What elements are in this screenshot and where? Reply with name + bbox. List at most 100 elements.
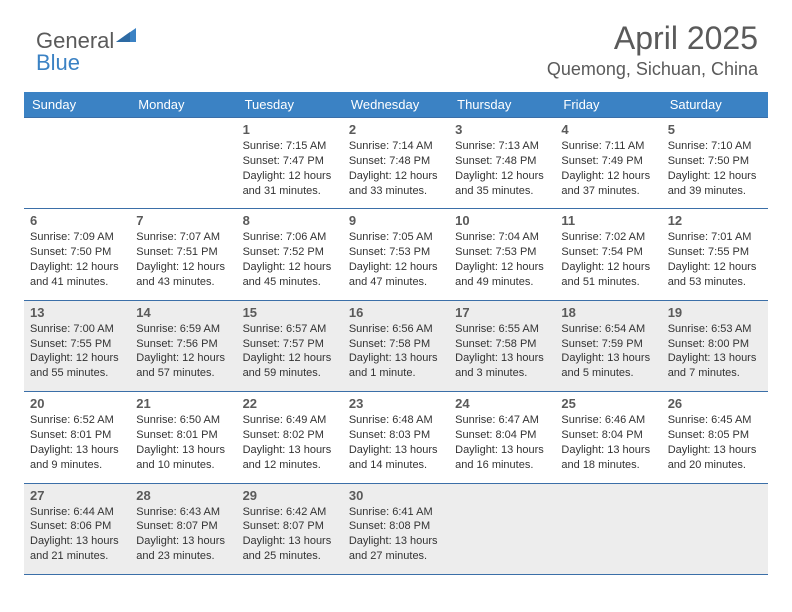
sun-info: Sunrise: 7:11 AMSunset: 7:49 PMDaylight:… (561, 139, 655, 198)
calendar-cell: 6 Sunrise: 7:09 AMSunset: 7:50 PMDaylight… (24, 209, 130, 300)
day-number: 20 (30, 396, 124, 411)
week-row: 20 Sunrise: 6:52 AMSunset: 8:01 PMDayligh… (24, 392, 768, 483)
calendar-cell: 4 Sunrise: 7:11 AMSunset: 7:49 PMDaylight… (555, 118, 661, 209)
day-number: 10 (455, 213, 549, 228)
day-number: 28 (136, 488, 230, 503)
logo-text-blue: Blue (36, 50, 80, 75)
week-row: 6 Sunrise: 7:09 AMSunset: 7:50 PMDaylight… (24, 209, 768, 300)
dayname-sunday: Sunday (24, 92, 130, 118)
day-number: 16 (349, 305, 443, 320)
week-row: 13 Sunrise: 7:00 AMSunset: 7:55 PMDayligh… (24, 300, 768, 391)
day-number: 1 (243, 122, 337, 137)
calendar-cell: 14 Sunrise: 6:59 AMSunset: 7:56 PMDayligh… (130, 300, 236, 391)
day-number: 22 (243, 396, 337, 411)
sun-info: Sunrise: 7:09 AMSunset: 7:50 PMDaylight:… (30, 230, 124, 289)
calendar-cell: 10 Sunrise: 7:04 AMSunset: 7:53 PMDayligh… (449, 209, 555, 300)
calendar-cell: 2Sunrise: 7:14 AMSunset: 7:48 PMDaylight… (343, 118, 449, 209)
calendar-cell: 11Sunrise: 7:02 AMSunset: 7:54 PMDayligh… (555, 209, 661, 300)
day-number: 21 (136, 396, 230, 411)
calendar-cell: 23 Sunrise: 6:48 AMSunset: 8:03 PMDayligh… (343, 392, 449, 483)
calendar-cell (555, 483, 661, 574)
calendar-cell: 28 Sunrise: 6:43 AMSunset: 8:07 PMDayligh… (130, 483, 236, 574)
day-number: 25 (561, 396, 655, 411)
week-row: 27 Sunrise: 6:44 AMSunset: 8:06 PMDayligh… (24, 483, 768, 574)
calendar-cell: 13 Sunrise: 7:00 AMSunset: 7:55 PMDayligh… (24, 300, 130, 391)
calendar-cell: 27 Sunrise: 6:44 AMSunset: 8:06 PMDayligh… (24, 483, 130, 574)
calendar-cell (449, 483, 555, 574)
day-number: 17 (455, 305, 549, 320)
day-number: 9 (349, 213, 443, 228)
day-number: 29 (243, 488, 337, 503)
week-row: 1 Sunrise: 7:15 AMSunset: 7:47 PMDaylight… (24, 118, 768, 209)
calendar-cell: 7Sunrise: 7:07 AMSunset: 7:51 PMDaylight… (130, 209, 236, 300)
day-number: 23 (349, 396, 443, 411)
sun-info: Sunrise: 7:00 AMSunset: 7:55 PMDaylight:… (30, 322, 124, 381)
day-number: 15 (243, 305, 337, 320)
dayname-wednesday: Wednesday (343, 92, 449, 118)
sun-info: Sunrise: 7:13 AMSunset: 7:48 PMDaylight:… (455, 139, 549, 198)
logo-line2: Blue (36, 50, 80, 76)
day-number: 11 (561, 213, 655, 228)
calendar-cell: 3Sunrise: 7:13 AMSunset: 7:48 PMDaylight… (449, 118, 555, 209)
day-number: 14 (136, 305, 230, 320)
sun-info: Sunrise: 6:55 AMSunset: 7:58 PMDaylight:… (455, 322, 549, 381)
dayname-tuesday: Tuesday (237, 92, 343, 118)
day-number: 26 (668, 396, 762, 411)
calendar-cell: 26 Sunrise: 6:45 AMSunset: 8:05 PMDayligh… (662, 392, 768, 483)
dayname-saturday: Saturday (662, 92, 768, 118)
sun-info: Sunrise: 6:44 AMSunset: 8:06 PMDaylight:… (30, 505, 124, 564)
calendar-cell: 30 Sunrise: 6:41 AMSunset: 8:08 PMDayligh… (343, 483, 449, 574)
day-number: 12 (668, 213, 762, 228)
calendar-cell: 18Sunrise: 6:54 AMSunset: 7:59 PMDayligh… (555, 300, 661, 391)
calendar-cell: 15 Sunrise: 6:57 AMSunset: 7:57 PMDayligh… (237, 300, 343, 391)
sun-info: Sunrise: 7:06 AMSunset: 7:52 PMDaylight:… (243, 230, 337, 289)
day-number: 30 (349, 488, 443, 503)
calendar-cell: 25 Sunrise: 6:46 AMSunset: 8:04 PMDayligh… (555, 392, 661, 483)
day-number: 19 (668, 305, 762, 320)
sun-info: Sunrise: 6:46 AMSunset: 8:04 PMDaylight:… (561, 413, 655, 472)
calendar-cell (662, 483, 768, 574)
sun-info: Sunrise: 7:04 AMSunset: 7:53 PMDaylight:… (455, 230, 549, 289)
calendar-cell: 5Sunrise: 7:10 AMSunset: 7:50 PMDaylight… (662, 118, 768, 209)
calendar-body: 1 Sunrise: 7:15 AMSunset: 7:47 PMDaylight… (24, 118, 768, 575)
day-number: 6 (30, 213, 124, 228)
day-number: 7 (136, 213, 230, 228)
logo-sail-icon (116, 28, 136, 42)
calendar-header-row: SundayMondayTuesdayWednesdayThursdayFrid… (24, 92, 768, 118)
sun-info: Sunrise: 6:53 AMSunset: 8:00 PMDaylight:… (668, 322, 762, 381)
day-number: 13 (30, 305, 124, 320)
sun-info: Sunrise: 6:45 AMSunset: 8:05 PMDaylight:… (668, 413, 762, 472)
calendar-cell: 16Sunrise: 6:56 AMSunset: 7:58 PMDayligh… (343, 300, 449, 391)
sun-info: Sunrise: 6:48 AMSunset: 8:03 PMDaylight:… (349, 413, 443, 472)
sun-info: Sunrise: 6:57 AMSunset: 7:57 PMDaylight:… (243, 322, 337, 381)
calendar-cell: 12 Sunrise: 7:01 AMSunset: 7:55 PMDayligh… (662, 209, 768, 300)
sun-info: Sunrise: 7:14 AMSunset: 7:48 PMDaylight:… (349, 139, 443, 198)
location-subtitle: Quemong, Sichuan, China (24, 59, 758, 80)
sun-info: Sunrise: 6:52 AMSunset: 8:01 PMDaylight:… (30, 413, 124, 472)
sun-info: Sunrise: 6:49 AMSunset: 8:02 PMDaylight:… (243, 413, 337, 472)
calendar-cell: 1 Sunrise: 7:15 AMSunset: 7:47 PMDaylight… (237, 118, 343, 209)
calendar-cell: 17 Sunrise: 6:55 AMSunset: 7:58 PMDayligh… (449, 300, 555, 391)
day-number: 18 (561, 305, 655, 320)
sun-info: Sunrise: 6:42 AMSunset: 8:07 PMDaylight:… (243, 505, 337, 564)
calendar-cell: 20 Sunrise: 6:52 AMSunset: 8:01 PMDayligh… (24, 392, 130, 483)
calendar-cell: 24Sunrise: 6:47 AMSunset: 8:04 PMDayligh… (449, 392, 555, 483)
day-number: 8 (243, 213, 337, 228)
calendar-cell (130, 118, 236, 209)
sun-info: Sunrise: 7:01 AMSunset: 7:55 PMDaylight:… (668, 230, 762, 289)
sun-info: Sunrise: 6:43 AMSunset: 8:07 PMDaylight:… (136, 505, 230, 564)
calendar-table: SundayMondayTuesdayWednesdayThursdayFrid… (24, 92, 768, 575)
sun-info: Sunrise: 7:05 AMSunset: 7:53 PMDaylight:… (349, 230, 443, 289)
dayname-monday: Monday (130, 92, 236, 118)
calendar-cell: 8 Sunrise: 7:06 AMSunset: 7:52 PMDaylight… (237, 209, 343, 300)
calendar-cell: 22 Sunrise: 6:49 AMSunset: 8:02 PMDayligh… (237, 392, 343, 483)
sun-info: Sunrise: 7:15 AMSunset: 7:47 PMDaylight:… (243, 139, 337, 198)
day-number: 4 (561, 122, 655, 137)
sun-info: Sunrise: 7:10 AMSunset: 7:50 PMDaylight:… (668, 139, 762, 198)
sun-info: Sunrise: 6:59 AMSunset: 7:56 PMDaylight:… (136, 322, 230, 381)
sun-info: Sunrise: 6:50 AMSunset: 8:01 PMDaylight:… (136, 413, 230, 472)
sun-info: Sunrise: 6:41 AMSunset: 8:08 PMDaylight:… (349, 505, 443, 564)
day-number: 27 (30, 488, 124, 503)
calendar-cell: 19 Sunrise: 6:53 AMSunset: 8:00 PMDayligh… (662, 300, 768, 391)
dayname-thursday: Thursday (449, 92, 555, 118)
